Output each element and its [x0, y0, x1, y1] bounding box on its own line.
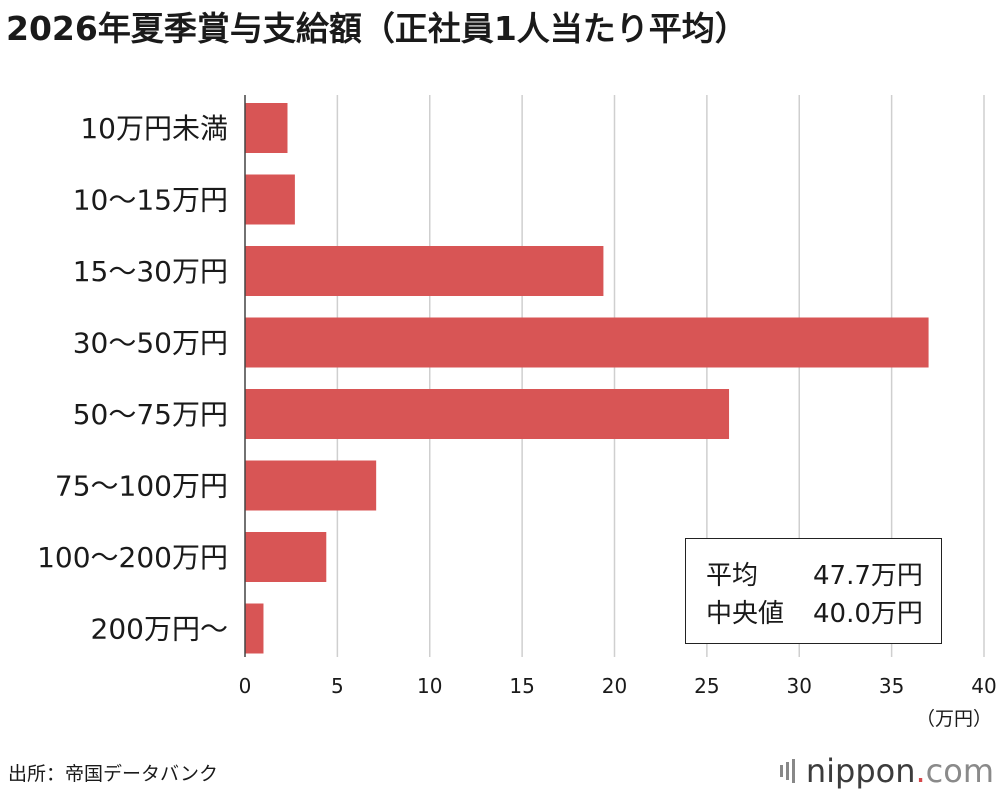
bar: [245, 460, 377, 511]
summary-box: 平均 47.7万円 中央値 40.0万円: [685, 538, 942, 644]
logo-name: nippon: [805, 752, 916, 790]
category-label: 50〜75万円: [73, 398, 228, 431]
bar: [245, 103, 288, 153]
category-label: 10〜15万円: [73, 184, 228, 217]
average-row: 平均 47.7万円: [706, 555, 923, 592]
x-axis-unit: （万円）: [916, 708, 992, 730]
x-tick-label: 40: [971, 674, 996, 698]
bar: [245, 603, 264, 654]
bar: [245, 317, 929, 368]
bar: [245, 532, 327, 582]
category-label: 30〜50万円: [73, 327, 228, 360]
x-tick-label: 5: [331, 674, 344, 698]
x-tick-label: 15: [509, 674, 534, 698]
category-label: 100〜200万円: [37, 541, 228, 574]
median-row: 中央値 40.0万円: [706, 593, 923, 630]
logo-dot: .: [915, 752, 926, 790]
category-label: 15〜30万円: [73, 255, 228, 288]
bar: [245, 389, 730, 439]
average-label: 平均: [706, 561, 759, 591]
bar: [245, 174, 295, 225]
bar: [245, 246, 604, 296]
x-tick-label: 30: [787, 674, 812, 698]
category-label: 10万円未満: [80, 112, 228, 145]
x-tick-label: 0: [239, 674, 252, 698]
logo-bars-icon: [779, 759, 798, 783]
chart-title: 2026年夏季賞与支給額（正社員1人当たり平均）: [6, 9, 748, 48]
x-tick-label: 25: [694, 674, 719, 698]
x-tick-label: 20: [602, 674, 627, 698]
nippon-logo: nippon. com: [779, 752, 994, 790]
average-value: 47.7万円: [813, 561, 923, 591]
x-tick-label: 10: [417, 674, 442, 698]
median-label: 中央値: [706, 599, 785, 629]
category-label: 200万円〜: [91, 613, 228, 646]
category-label: 75〜100万円: [55, 470, 228, 503]
source-note: 出所：帝国データバンク: [8, 763, 218, 785]
x-tick-label: 35: [879, 674, 904, 698]
logo-tld: com: [925, 752, 994, 790]
median-value: 40.0万円: [813, 599, 923, 629]
